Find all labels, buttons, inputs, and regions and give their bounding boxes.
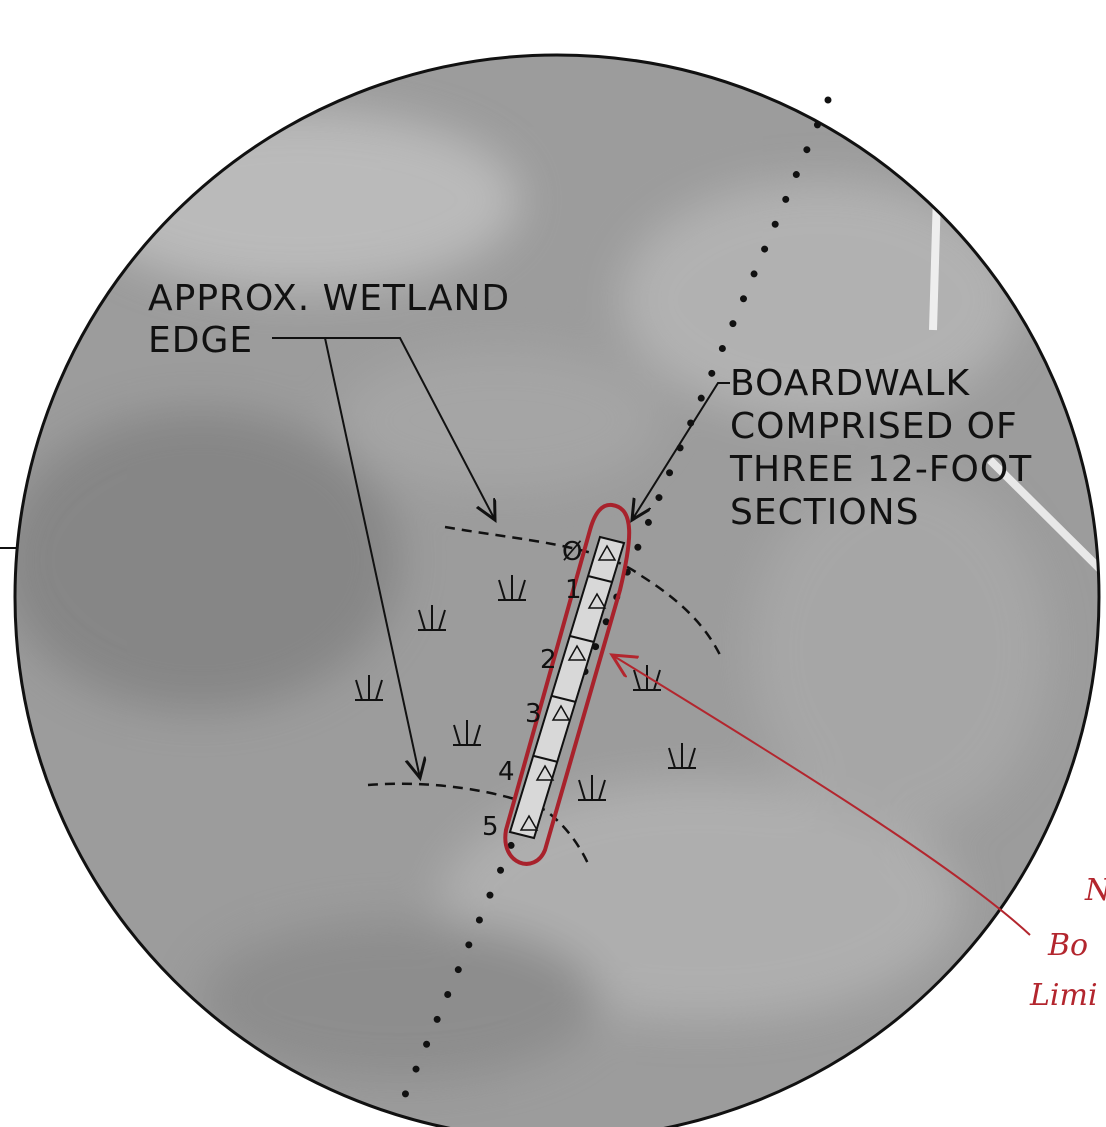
station-label: 1 — [565, 575, 582, 605]
boardwalk-label: THREE 12-FOOT — [729, 449, 1032, 490]
boardwalk-label: SECTIONS — [730, 492, 919, 533]
site-plan: Ø 1 2 3 4 5 APPROX. WETLAND EDGE BOARDWA… — [0, 0, 1106, 1127]
page: Ø 1 2 3 4 5 APPROX. WETLAND EDGE BOARDWA… — [0, 0, 1106, 1127]
station-label: 2 — [540, 645, 557, 675]
red-note: N — [1084, 873, 1106, 908]
wetland-label: EDGE — [148, 320, 253, 361]
red-note: Limi — [1029, 978, 1098, 1013]
station-label: 5 — [482, 812, 499, 842]
station-label: Ø — [562, 537, 582, 567]
station-label: 3 — [525, 699, 542, 729]
wetland-label: APPROX. WETLAND — [148, 278, 510, 319]
aerial-photo — [0, 0, 1106, 1127]
red-note: Bo — [1047, 928, 1088, 963]
boardwalk-label: COMPRISED OF — [730, 406, 1018, 447]
station-label: 4 — [498, 757, 515, 787]
boardwalk-label: BOARDWALK — [730, 363, 970, 404]
